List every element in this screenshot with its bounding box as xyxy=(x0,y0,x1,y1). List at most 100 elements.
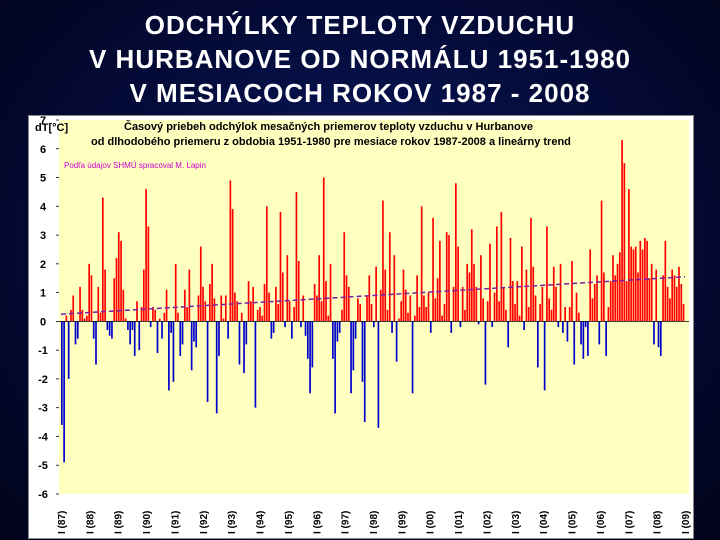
bar-month-92 xyxy=(268,292,270,322)
chart-svg: dT[°C] Časový priebeh odchýlok mesačných… xyxy=(35,116,692,534)
bar-month-200 xyxy=(514,304,516,322)
bar-month-25 xyxy=(115,258,118,322)
bar-month-214 xyxy=(546,226,548,322)
bar-month-218 xyxy=(555,286,557,322)
bar-month-264 xyxy=(659,321,662,356)
x-tick-label: I (06) xyxy=(596,511,607,534)
bar-month-265 xyxy=(662,275,664,322)
bar-month-156 xyxy=(413,315,416,322)
bar-month-30 xyxy=(127,321,129,331)
bar-month-119 xyxy=(329,263,332,322)
bar-month-50 xyxy=(172,321,175,382)
bar-month-240 xyxy=(605,321,607,356)
bar-month-99 xyxy=(284,321,286,328)
bar-month-272 xyxy=(678,266,680,322)
bar-month-16 xyxy=(95,321,97,365)
bar-month-195 xyxy=(502,286,505,322)
bar-month-17 xyxy=(97,286,100,322)
bar-month-66 xyxy=(209,283,211,322)
bar-month-134 xyxy=(363,321,366,423)
bar-month-122 xyxy=(336,321,339,342)
bar-month-117 xyxy=(325,281,327,322)
bar-month-75 xyxy=(229,180,232,322)
bar-month-98 xyxy=(281,272,284,322)
x-tick-label: I (98) xyxy=(369,511,380,534)
bar-month-178 xyxy=(464,309,466,322)
bar-month-96 xyxy=(277,304,280,322)
bar-month-182 xyxy=(473,263,475,322)
bar-month-74 xyxy=(227,321,229,339)
bar-month-120 xyxy=(332,321,334,359)
bar-month-112 xyxy=(313,283,316,322)
bar-month-53 xyxy=(179,321,182,356)
bar-month-177 xyxy=(461,286,464,322)
y-tick-label: 7 xyxy=(40,116,46,127)
x-tick-label: I (00) xyxy=(426,511,437,534)
bar-month-116 xyxy=(322,177,325,322)
slide-title-line-3: V MESIACOCH ROKOV 1987 - 2008 xyxy=(129,78,591,108)
bar-month-188 xyxy=(486,301,489,322)
bar-month-47 xyxy=(165,289,168,322)
bar-month-223 xyxy=(566,321,569,342)
bar-month-95 xyxy=(275,286,277,322)
bar-month-121 xyxy=(334,321,336,414)
bar-month-126 xyxy=(345,275,348,322)
bar-month-43 xyxy=(156,321,159,354)
bar-month-131 xyxy=(357,298,359,322)
bar-month-13 xyxy=(88,263,91,322)
bar-month-85 xyxy=(252,286,254,322)
bar-month-160 xyxy=(423,295,425,322)
bar-month-226 xyxy=(573,321,576,365)
bar-month-21 xyxy=(106,321,109,331)
bar-month-28 xyxy=(122,289,125,322)
x-tick-label: I (05) xyxy=(568,511,579,534)
bar-month-239 xyxy=(603,272,605,322)
bar-month-76 xyxy=(231,209,234,322)
bar-month-221 xyxy=(562,321,564,333)
bar-month-84 xyxy=(250,301,252,322)
bar-month-171 xyxy=(448,235,450,322)
bar-month-189 xyxy=(489,243,491,322)
bar-month-187 xyxy=(484,321,487,385)
source-note: Podľa údajov SHMÚ spracoval M. Lapin xyxy=(64,161,206,170)
bar-month-159 xyxy=(420,206,423,322)
bar-month-24 xyxy=(113,278,116,322)
bar-month-169 xyxy=(443,304,446,322)
bar-month-168 xyxy=(441,315,443,322)
bar-month-206 xyxy=(527,307,530,322)
bar-month-170 xyxy=(445,232,448,322)
bar-month-259 xyxy=(648,278,651,322)
bar-month-208 xyxy=(532,266,535,322)
bar-month-165 xyxy=(434,298,437,322)
y-tick-label: 6 xyxy=(40,144,46,156)
bar-month-253 xyxy=(634,246,637,322)
slide-title: ODCHÝLKY TEPLOTY VZDUCHU V HURBANOVE OD … xyxy=(0,8,720,110)
bar-month-211 xyxy=(539,304,541,322)
bar-month-34 xyxy=(136,301,138,322)
bar-month-71 xyxy=(220,295,223,322)
bar-month-205 xyxy=(525,269,528,322)
bar-month-199 xyxy=(511,281,514,322)
bar-month-173 xyxy=(452,286,455,322)
bar-month-5 xyxy=(70,309,72,322)
bar-month-18 xyxy=(99,312,102,322)
bar-month-87 xyxy=(256,309,259,322)
bar-month-194 xyxy=(500,212,503,322)
bar-month-183 xyxy=(475,286,478,322)
bar-month-65 xyxy=(206,321,209,402)
bar-month-54 xyxy=(181,321,184,345)
bar-month-86 xyxy=(254,321,257,408)
bar-month-56 xyxy=(186,307,188,322)
x-tick-label: I (88) xyxy=(85,511,96,534)
bar-month-138 xyxy=(373,321,375,328)
bar-month-176 xyxy=(459,321,462,328)
bar-month-271 xyxy=(675,286,678,322)
bar-month-241 xyxy=(607,307,610,322)
bar-month-238 xyxy=(600,200,603,322)
bar-month-224 xyxy=(568,307,571,322)
x-tick-label: I (87) xyxy=(57,511,68,534)
y-tick-label: 4 xyxy=(40,201,47,213)
bar-month-111 xyxy=(311,321,314,368)
x-tick-label: I (93) xyxy=(227,511,238,534)
bar-month-62 xyxy=(199,246,202,322)
